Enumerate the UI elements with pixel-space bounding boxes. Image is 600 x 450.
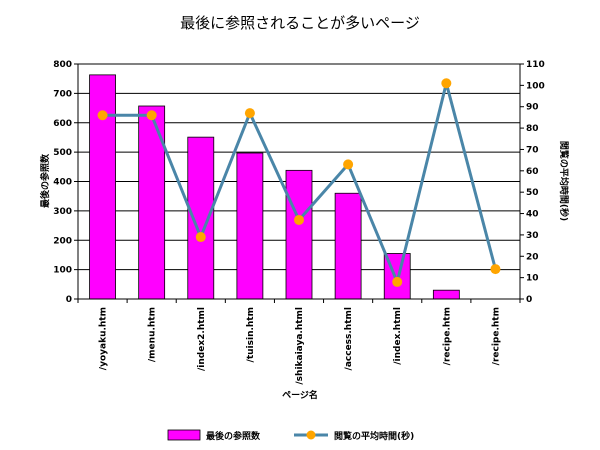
bar: [432, 289, 460, 300]
y-right-tick-label: 100: [526, 81, 545, 91]
line-point: [244, 108, 255, 119]
y-right-tick-label: 50: [526, 188, 539, 198]
y-right-tick-label: 40: [526, 210, 539, 220]
line-point: [392, 276, 403, 287]
y-right-tick-label: 60: [526, 167, 539, 177]
y-left-tick-label: 600: [53, 119, 72, 129]
left-axis-ticks: 0 100 200 300 400 500 600 700 800: [53, 60, 72, 305]
x-tick-label: /shikaiaya.html: [295, 307, 305, 385]
legend-line-marker: [306, 430, 316, 440]
plot-frame: [74, 63, 524, 303]
bar: [236, 152, 264, 300]
bar: [89, 74, 116, 300]
chart-title: 最後に参照されることが多いページ: [180, 14, 420, 32]
y-right-tick-label: 20: [526, 252, 539, 262]
bar: [334, 192, 362, 300]
y-left-tick-label: 700: [53, 89, 72, 99]
x-tick-label: /yoyaku.htm: [99, 307, 109, 370]
x-tick-label: /index.html: [393, 307, 403, 365]
line-point: [490, 264, 501, 275]
legend-bar-label: 最後の参照数: [206, 430, 261, 442]
line-point: [97, 110, 108, 121]
line-point: [195, 232, 206, 243]
y-left-tick-label: 200: [53, 236, 72, 246]
y-right-tick-label: 90: [526, 103, 539, 113]
x-axis-title: ページ名: [282, 389, 318, 401]
x-tick-label: /recipe.htm: [442, 307, 452, 365]
y-left-tick-label: 500: [53, 148, 72, 158]
line-series: [97, 78, 501, 287]
y-left-tick-label: 400: [53, 178, 72, 188]
x-tick-label: /tuisin.htm: [246, 307, 256, 362]
y-left-tick-label: 100: [53, 266, 72, 276]
x-tick-label: /menu.htm: [148, 307, 158, 362]
line-point: [146, 110, 157, 121]
bar-series: [89, 74, 460, 300]
x-axis-ticks: /yoyaku.htm/menu.htm/index2.html/tuisin.…: [99, 307, 502, 385]
line-point: [294, 214, 304, 225]
y-axis-left-title: 最後の参照数: [39, 153, 51, 208]
x-tick-label: /access.html: [344, 307, 354, 370]
y-left-tick-label: 300: [53, 207, 72, 217]
x-tick-label: /index2.html: [197, 307, 207, 371]
y-right-tick-label: 110: [526, 60, 545, 70]
legend-bar-swatch: [167, 429, 201, 441]
line-point: [343, 159, 354, 170]
y-axis-right-title: 閲覧の平均時間(秒): [558, 141, 570, 221]
legend: 最後の参照数 閲覧の平均時間(秒): [167, 429, 414, 442]
y-right-tick-label: 30: [526, 231, 539, 241]
line-point: [441, 78, 452, 89]
y-right-tick-label: 70: [526, 145, 539, 155]
y-right-tick-label: 80: [526, 124, 539, 134]
legend-line-label: 閲覧の平均時間(秒): [334, 430, 414, 442]
x-tick-label: /recipe.htm: [491, 307, 501, 365]
y-right-tick-label: 0: [526, 295, 532, 305]
y-left-tick-label: 0: [66, 295, 72, 305]
bar: [285, 169, 313, 300]
y-right-tick-label: 10: [526, 274, 539, 284]
right-axis-ticks: 0 10 20 30 40 50 60 70 80 90 100 110: [526, 60, 545, 305]
y-left-tick-label: 800: [53, 60, 72, 70]
